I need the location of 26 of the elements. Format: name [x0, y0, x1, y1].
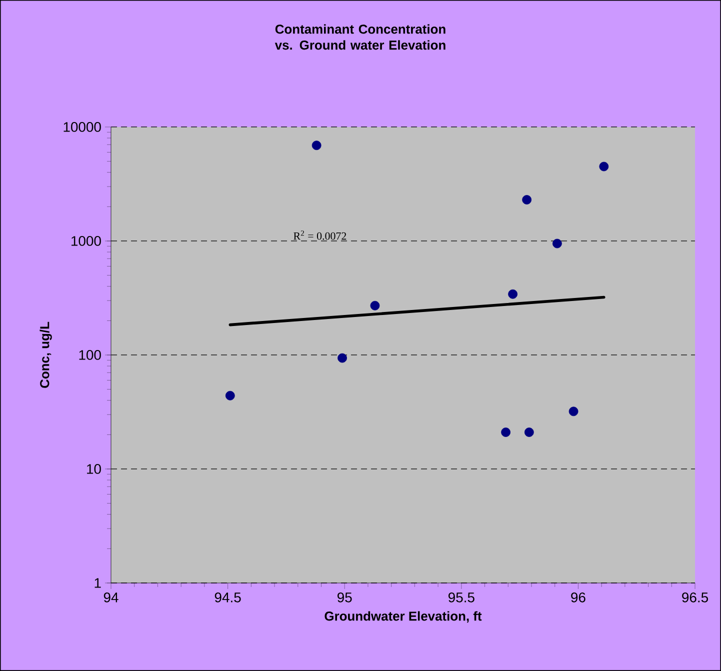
point [568, 406, 578, 416]
x-tick-label: 94.5 [214, 592, 241, 602]
point [508, 289, 518, 299]
point [522, 195, 532, 204]
x-tick-label: 95 [338, 592, 352, 602]
y-tick-label: 1000 [72, 236, 101, 246]
point [501, 428, 510, 437]
chart-title: Contaminant Concentration vs. Ground water Elevation [274, 24, 446, 50]
point [338, 353, 347, 363]
point [370, 300, 380, 310]
x-tick-label: 96 [571, 592, 586, 602]
y-tick-label: 10 [87, 464, 101, 474]
x-axis-title: Groundwater Elevation, ft [324, 611, 482, 623]
x-tick-label: 96.5 [682, 592, 708, 602]
point [225, 390, 235, 400]
point [599, 162, 609, 172]
point [524, 428, 534, 437]
y-tick-label: 1 [94, 578, 101, 588]
y-axis-title: Conc, ug/L [40, 322, 52, 388]
annotation: R$^{2}$ = 0.0072 [294, 230, 346, 240]
point [552, 238, 562, 248]
y-tick-label: 100 [79, 350, 101, 360]
y-tick-label: 10000 [64, 122, 101, 132]
point [312, 140, 322, 150]
x-tick-label: 94 [104, 592, 118, 602]
x-tick-label: 95.5 [448, 592, 474, 602]
